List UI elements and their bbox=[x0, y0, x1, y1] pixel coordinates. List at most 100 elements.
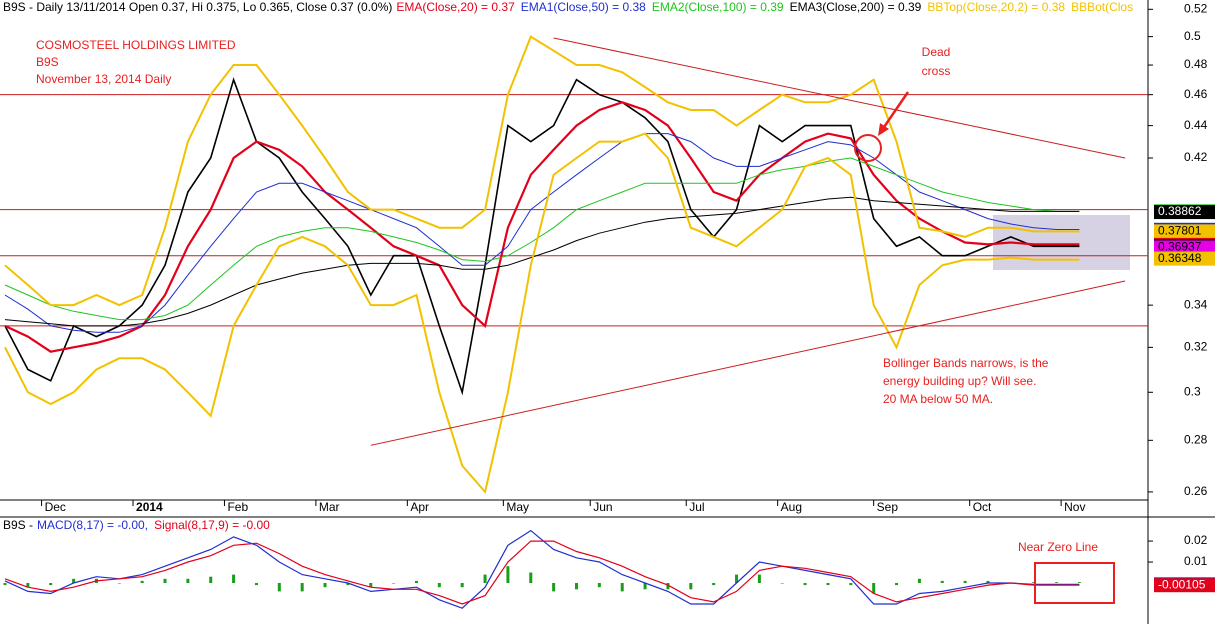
plot-area bbox=[0, 35, 1148, 495]
series-line bbox=[4, 101, 1080, 353]
annotation: November 13, 2014 Daily bbox=[36, 72, 171, 86]
histogram-bar bbox=[826, 583, 830, 586]
y-tick-label: 0.32 bbox=[1184, 340, 1208, 354]
histogram-bar bbox=[1077, 582, 1081, 583]
chart-title: B9S - Daily 13/11/2014 Open 0.37, Hi 0.3… bbox=[3, 0, 392, 14]
histogram-bar bbox=[1055, 582, 1059, 583]
price-tag-label: 0.38862 bbox=[1158, 204, 1202, 218]
histogram-bar bbox=[872, 583, 876, 594]
annotation: cross bbox=[922, 64, 951, 78]
histogram-bar bbox=[529, 572, 533, 583]
histogram-bar bbox=[917, 578, 921, 583]
histogram-bar bbox=[780, 583, 784, 584]
y-tick-label: 0.34 bbox=[1184, 297, 1208, 311]
price-tag-label: -0.00105 bbox=[1158, 577, 1206, 591]
histogram-bar bbox=[940, 580, 944, 583]
histogram-bar bbox=[460, 583, 464, 588]
series-line bbox=[4, 133, 1080, 333]
x-tick-label: Nov bbox=[1064, 500, 1085, 514]
trend-line bbox=[553, 37, 1126, 159]
x-tick-label: Mar bbox=[319, 500, 340, 514]
histogram-bar bbox=[163, 578, 167, 583]
histogram-bar bbox=[232, 574, 236, 583]
histogram-bar bbox=[575, 583, 578, 590]
legend-entry: EMA2(Close,100) = 0.39 bbox=[652, 0, 784, 14]
x-tick-label: Aug bbox=[781, 500, 802, 514]
histogram-bar bbox=[735, 574, 739, 583]
y-tick-label: 0.01 bbox=[1184, 554, 1208, 568]
histogram-bar bbox=[620, 583, 624, 592]
histogram-bar bbox=[186, 578, 190, 583]
histogram-bar bbox=[254, 583, 258, 586]
legend-entry: BBTop(Close,20,2) = 0.38 bbox=[927, 0, 1065, 14]
legend-entry: MACD(8,17) = -0.00, bbox=[37, 518, 148, 532]
y-tick-label: 0.52 bbox=[1184, 1, 1208, 15]
histogram-bar bbox=[643, 583, 647, 590]
price-tag-label: 0.37801 bbox=[1158, 224, 1202, 238]
dead-cross-marker bbox=[854, 134, 882, 162]
histogram-bar bbox=[803, 583, 807, 586]
histogram-bar bbox=[369, 583, 373, 588]
annotation: Near Zero Line bbox=[1018, 540, 1098, 554]
histogram-bar bbox=[346, 583, 350, 586]
x-tick-label: Jul bbox=[689, 500, 704, 514]
y-tick-label: 0.02 bbox=[1184, 533, 1208, 547]
y-tick-label: 0.28 bbox=[1184, 432, 1208, 446]
y-tick-label: 0.42 bbox=[1184, 150, 1208, 164]
histogram-bar bbox=[3, 583, 7, 586]
plot-area bbox=[3, 529, 1081, 609]
x-tick-label: Dec bbox=[45, 500, 66, 514]
price-tag bbox=[1154, 251, 1215, 266]
y-tick-label: 0.3 bbox=[1184, 384, 1201, 398]
x-tick-label: Apr bbox=[410, 500, 429, 514]
series-line bbox=[4, 529, 1080, 609]
y-tick-label: 0.44 bbox=[1184, 118, 1208, 132]
series-line bbox=[4, 157, 1080, 321]
near-zero-box bbox=[1034, 562, 1115, 604]
histogram-bar bbox=[895, 583, 899, 586]
annotation: Dead bbox=[922, 45, 951, 59]
annotation: energy building up? Will see. bbox=[883, 374, 1036, 388]
histogram-bar bbox=[986, 580, 990, 583]
legend-entry: EMA(Close,20) = 0.37 bbox=[396, 0, 515, 14]
series-line bbox=[4, 77, 1080, 396]
x-tick-label: Feb bbox=[227, 500, 248, 514]
histogram-bar bbox=[277, 583, 281, 592]
x-tick-label: Oct bbox=[973, 500, 992, 514]
histogram-bar bbox=[483, 574, 487, 583]
histogram-bar bbox=[117, 583, 121, 584]
series-line bbox=[4, 196, 1080, 327]
trend-line bbox=[370, 280, 1126, 446]
arrow-shaft bbox=[880, 91, 910, 131]
price-tag-label: 0.36937 bbox=[1158, 240, 1202, 254]
series-line bbox=[4, 540, 1080, 605]
annotation: 20 MA below 50 MA. bbox=[883, 392, 993, 406]
arrow-head bbox=[878, 123, 889, 136]
legend-entry: Signal(8,17,9) = -0.00 bbox=[154, 518, 270, 532]
histogram-bar bbox=[323, 583, 327, 588]
histogram-bar bbox=[597, 583, 601, 588]
histogram-bar bbox=[506, 566, 510, 583]
histogram-bar bbox=[1032, 582, 1036, 583]
histogram-bar bbox=[300, 583, 304, 592]
price-tag-label: 0.36348 bbox=[1158, 251, 1202, 265]
histogram-bar bbox=[552, 583, 556, 592]
legend-entry: EMA3(Close,200) = 0.39 bbox=[790, 0, 922, 14]
price-tag bbox=[1154, 205, 1215, 220]
y-tick-label: 0.26 bbox=[1184, 484, 1208, 498]
chart-title: B9S - bbox=[3, 518, 33, 532]
legend-entry: EMA1(Close,50) = 0.38 bbox=[521, 0, 646, 14]
histogram-bar bbox=[437, 583, 441, 588]
histogram-bar bbox=[209, 576, 213, 583]
y-tick-label: 0.5 bbox=[1184, 29, 1201, 43]
series-line bbox=[4, 35, 1080, 307]
x-tick-label: 2014 bbox=[136, 500, 163, 514]
histogram-bar bbox=[414, 580, 418, 583]
series-line bbox=[4, 132, 1080, 495]
histogram-bar bbox=[49, 583, 53, 586]
legend-entry: BBBot(Clos bbox=[1071, 0, 1133, 14]
price-tag bbox=[1154, 240, 1215, 255]
histogram-bar bbox=[392, 583, 396, 584]
